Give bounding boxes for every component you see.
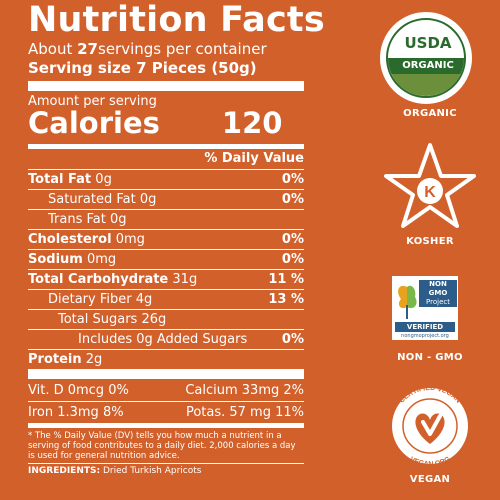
daily-value-header: % Daily Value [204, 151, 304, 166]
nutrient-row-total-carbohydrate: Total Carbohydrate 31g 11 % [28, 269, 304, 289]
vitamin-row-1: Vit. D 0mcg 0% Calcium 33mg 2% [28, 382, 304, 398]
calories-label: Calories [28, 106, 160, 140]
thick-divider [28, 369, 304, 379]
certification-badges: USDA ORGANIC ORGANIC K KOSHER NON GMO [360, 0, 500, 500]
usda-seal-band: ORGANIC [388, 58, 464, 74]
usda-organic-badge: USDA ORGANIC ORGANIC [360, 0, 500, 130]
medium-divider [28, 144, 304, 149]
vegan-label: VEGAN [409, 474, 451, 485]
nutrient-row-total-sugars: Total Sugars 26g [28, 309, 304, 329]
organic-label: ORGANIC [403, 108, 457, 119]
butterfly-icon [398, 285, 417, 319]
nutrient-row-sodium: Sodium 0mg 0% [28, 249, 304, 269]
calories-row: Calories 120 [28, 106, 304, 144]
thick-divider [28, 81, 304, 91]
nutrient-row-trans-fat: Trans Fat 0g [28, 209, 304, 229]
nongmo-seal-text: NON GMO Project [419, 280, 457, 307]
vegan-badge: CERTIFIED VEGAN VEGAN.ORG VEGAN [360, 386, 500, 496]
kosher-label: KOSHER [406, 236, 454, 247]
nutrient-row-added-sugars: Includes 0g Added Sugars 0% [28, 329, 304, 349]
usda-field-icon [388, 74, 464, 96]
vegan-seal-icon: CERTIFIED VEGAN VEGAN.ORG [392, 386, 468, 466]
usda-seal: USDA ORGANIC [380, 12, 472, 104]
nutrient-row-protein: Protein 2g [28, 349, 304, 369]
kosher-star-icon: K [384, 143, 476, 228]
nutrient-row-dietary-fiber: Dietary Fiber 4g 13 % [28, 289, 304, 309]
nongmo-seal: NON GMO Project VERIFIED nongmoproject.o… [392, 276, 458, 340]
serving-size: Serving size 7 Pieces (50g) [28, 59, 257, 77]
nutrient-row-cholesterol: Cholesterol 0mg 0% [28, 229, 304, 249]
vitamin-row-2: Iron 1.3mg 8% Potas. 57 mg 11% [28, 401, 304, 423]
medium-divider [28, 423, 304, 428]
daily-value-footnote: * The % Daily Value (DV) tells you how m… [28, 431, 296, 461]
kosher-badge: K KOSHER [360, 140, 500, 255]
servings-per-container: About 27servings per container [28, 40, 267, 58]
kosher-letter: K [424, 184, 436, 201]
nutrition-title: Nutrition Facts [28, 0, 325, 40]
nongmo-url: nongmoproject.org [401, 333, 449, 339]
nutrient-row-total-fat: Total Fat 0g 0% [28, 169, 304, 189]
nutrition-facts-panel: Nutrition Facts About 27servings per con… [28, 0, 325, 500]
ingredients-line: INGREDIENTS: Dried Turkish Apricots [28, 463, 304, 478]
usda-seal-top: USDA [404, 34, 452, 52]
nutrient-row-saturated-fat: Saturated Fat 0g 0% [28, 189, 304, 209]
nongmo-verified: VERIFIED [395, 322, 455, 332]
nongmo-label: NON - GMO [397, 352, 463, 363]
calories-value: 120 [221, 106, 283, 140]
amount-per-serving: Amount per serving [28, 94, 157, 109]
